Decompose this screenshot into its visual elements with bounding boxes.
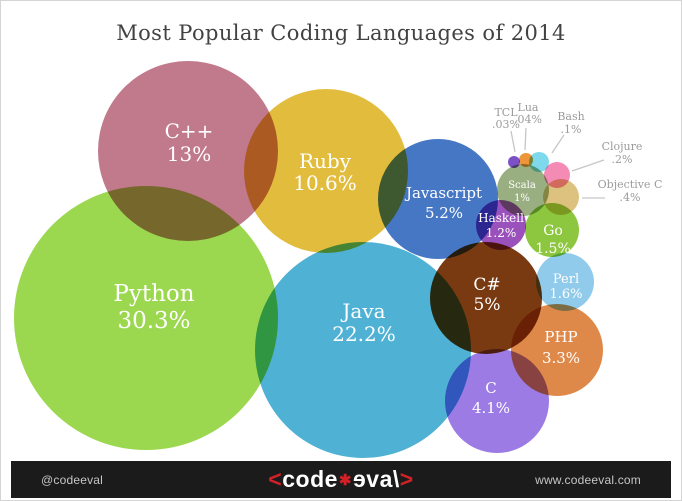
leader-line-clojure <box>571 159 605 172</box>
bubble-lua <box>519 153 533 167</box>
bubble-javascript <box>378 139 498 259</box>
bubble-label-bash: Bash .1% <box>557 110 584 136</box>
bubble-bash <box>529 152 549 172</box>
bubble-perl <box>536 253 594 311</box>
bubble-label-objective-c: Objective C .4% <box>598 178 663 204</box>
bubble-label-go: Go 1.5% <box>535 223 571 257</box>
leader-line-lua <box>524 127 527 151</box>
logo-close-bracket: > <box>399 465 414 492</box>
codeeval-logo: <code✱ɘva\> <box>268 465 413 492</box>
twitter-handle: @codeeval <box>41 472 104 487</box>
bubble-java <box>255 242 471 458</box>
bubble-label-javascript: Javascript 5.2% <box>404 184 482 222</box>
bubble-label-python: Python 30.3% <box>113 281 194 334</box>
bubble-ruby <box>244 89 408 253</box>
bubble-c <box>430 242 542 354</box>
bubble-label-ruby: Ruby 10.6% <box>293 149 357 195</box>
bubble-label-tcl: TCL .03% <box>492 106 520 131</box>
bubble-label-clojure: Clojure .2% <box>602 140 643 166</box>
bubble-c <box>98 61 278 241</box>
bubble-label-c: C# 5% <box>473 275 500 315</box>
logo-text-code: code <box>282 465 338 492</box>
footer-bar: @codeeval <code✱ɘva\> www.codeeval.com <box>11 461 671 498</box>
chart-title: Most Popular Coding Languages of 2014 <box>116 21 566 45</box>
bubble-circles <box>14 61 603 458</box>
logo-star-icon: ✱ <box>338 471 352 489</box>
bubble-go <box>525 203 579 257</box>
bubble-label-c: C 4.1% <box>472 379 510 417</box>
website-url: www.codeeval.com <box>535 472 641 487</box>
bubble-label-perl: Perl 1.6% <box>549 272 582 302</box>
bubble-label-java: Java 22.2% <box>332 299 396 346</box>
leader-line-bash <box>551 134 565 154</box>
bubble-label-scala: Scala 1% <box>508 180 536 204</box>
bubble-php <box>511 304 603 396</box>
bubble-label-c: C++ 13% <box>165 119 214 166</box>
bubble-label-php: PHP 3.3% <box>542 328 580 367</box>
bubble-objective-c <box>543 179 579 215</box>
bubble-scala <box>497 164 549 216</box>
bubble-python <box>14 186 278 450</box>
logo-open-bracket: < <box>268 465 283 492</box>
leader-line-tcl <box>510 130 516 153</box>
bubble-tcl <box>508 156 520 168</box>
bubble-labels: Python 30.3% C++ 13% Ruby 10.6% Java 22.2% Javas… <box>113 101 662 417</box>
bubble-label-haskell: Haskell 1.2% <box>478 211 524 240</box>
bubble-label-lua: Lua .04% <box>514 101 542 126</box>
bubble-clojure <box>544 162 570 188</box>
logo-text-eval: ɘva\ <box>353 465 400 492</box>
